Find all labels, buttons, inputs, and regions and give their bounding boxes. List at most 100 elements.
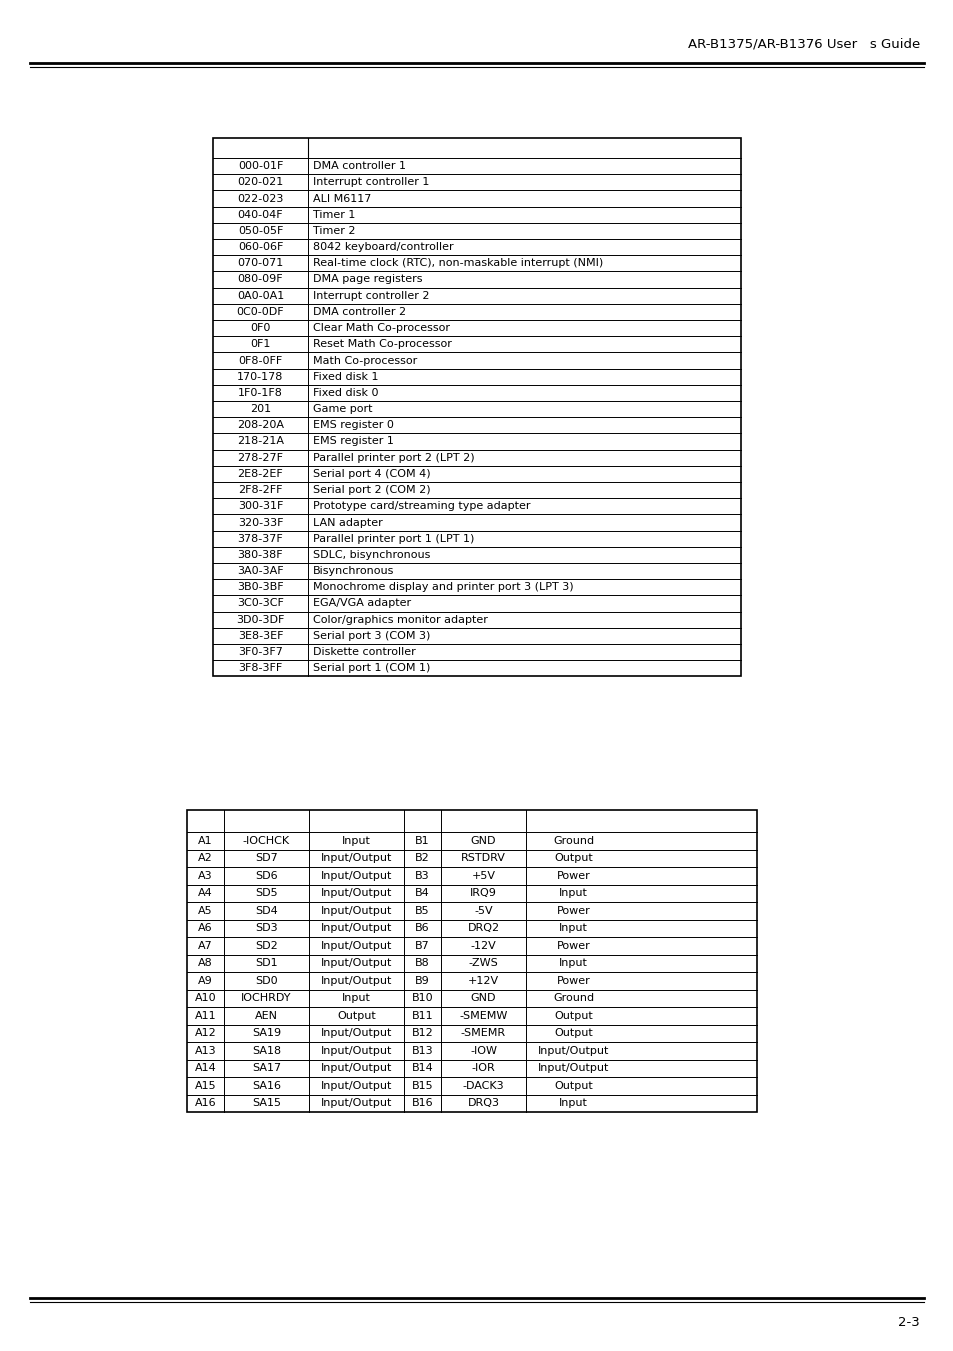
- Text: Input/Output: Input/Output: [320, 854, 392, 863]
- Text: Input/Output: Input/Output: [320, 923, 392, 934]
- Text: SD6: SD6: [254, 871, 277, 881]
- Text: SDLC, bisynchronous: SDLC, bisynchronous: [313, 550, 430, 559]
- Text: DRQ3: DRQ3: [467, 1098, 499, 1108]
- Text: 380-38F: 380-38F: [237, 550, 283, 559]
- Text: Input: Input: [558, 888, 587, 898]
- Text: 050-05F: 050-05F: [237, 226, 283, 236]
- Text: SA18: SA18: [252, 1046, 281, 1055]
- Text: Input: Input: [342, 993, 371, 1004]
- Text: 0A0-0A1: 0A0-0A1: [236, 290, 284, 301]
- Text: SD7: SD7: [254, 854, 277, 863]
- Text: B14: B14: [411, 1063, 433, 1073]
- Text: 218-21A: 218-21A: [236, 436, 284, 446]
- Text: SD1: SD1: [254, 958, 277, 969]
- Text: SD5: SD5: [254, 888, 277, 898]
- Text: Input: Input: [558, 958, 587, 969]
- Text: -IOR: -IOR: [471, 1063, 495, 1073]
- Text: Real-time clock (RTC), non-maskable interrupt (NMI): Real-time clock (RTC), non-maskable inte…: [313, 258, 602, 269]
- Text: B1: B1: [415, 836, 430, 846]
- Text: Input/Output: Input/Output: [320, 871, 392, 881]
- Text: 1F0-1F8: 1F0-1F8: [238, 388, 283, 399]
- Text: B10: B10: [412, 993, 433, 1004]
- Text: IRQ9: IRQ9: [470, 888, 497, 898]
- Text: Input/Output: Input/Output: [320, 958, 392, 969]
- Text: -IOCHCK: -IOCHCK: [243, 836, 290, 846]
- Text: 020-021: 020-021: [237, 177, 283, 188]
- Text: +12V: +12V: [468, 975, 498, 986]
- Text: Output: Output: [554, 1081, 592, 1090]
- Text: A8: A8: [198, 958, 213, 969]
- Text: SD4: SD4: [254, 905, 277, 916]
- Text: Timer 2: Timer 2: [313, 226, 355, 236]
- Text: 3F0-3F7: 3F0-3F7: [238, 647, 283, 657]
- Text: Timer 1: Timer 1: [313, 209, 355, 220]
- Text: B4: B4: [415, 888, 430, 898]
- Text: 022-023: 022-023: [237, 193, 283, 204]
- Text: -ZWS: -ZWS: [468, 958, 497, 969]
- Text: Input/Output: Input/Output: [320, 1063, 392, 1073]
- Text: A10: A10: [194, 993, 216, 1004]
- Text: B7: B7: [415, 940, 430, 951]
- Text: Parallel printer port 1 (LPT 1): Parallel printer port 1 (LPT 1): [313, 534, 474, 543]
- Text: SD3: SD3: [254, 923, 277, 934]
- Text: 000-01F: 000-01F: [237, 161, 283, 172]
- Text: IOCHRDY: IOCHRDY: [241, 993, 292, 1004]
- Text: 060-06F: 060-06F: [237, 242, 283, 253]
- Text: Input/Output: Input/Output: [537, 1046, 609, 1055]
- Text: SA17: SA17: [252, 1063, 281, 1073]
- Text: B2: B2: [415, 854, 430, 863]
- Text: -5V: -5V: [474, 905, 493, 916]
- Text: Fixed disk 0: Fixed disk 0: [313, 388, 378, 399]
- Text: 0F8-0FF: 0F8-0FF: [238, 355, 282, 366]
- Text: A12: A12: [194, 1028, 216, 1039]
- Text: SD2: SD2: [254, 940, 277, 951]
- Text: B15: B15: [412, 1081, 433, 1090]
- Text: -DACK3: -DACK3: [462, 1081, 504, 1090]
- Text: SA15: SA15: [252, 1098, 281, 1108]
- Text: -12V: -12V: [470, 940, 496, 951]
- Text: EMS register 0: EMS register 0: [313, 420, 394, 431]
- Text: LAN adapter: LAN adapter: [313, 517, 382, 527]
- Text: 8042 keyboard/controller: 8042 keyboard/controller: [313, 242, 453, 253]
- Text: A3: A3: [198, 871, 213, 881]
- Text: Input/Output: Input/Output: [537, 1063, 609, 1073]
- Text: B9: B9: [415, 975, 430, 986]
- Text: Ground: Ground: [553, 836, 594, 846]
- Text: 3C0-3CF: 3C0-3CF: [236, 598, 284, 608]
- Text: Output: Output: [554, 1028, 592, 1039]
- Text: Power: Power: [556, 871, 590, 881]
- Text: 320-33F: 320-33F: [237, 517, 283, 527]
- Text: Serial port 1 (COM 1): Serial port 1 (COM 1): [313, 663, 430, 673]
- Text: -SMEMW: -SMEMW: [458, 1011, 507, 1021]
- Text: EMS register 1: EMS register 1: [313, 436, 394, 446]
- Text: A2: A2: [198, 854, 213, 863]
- Text: B12: B12: [411, 1028, 433, 1039]
- Text: B6: B6: [415, 923, 430, 934]
- Text: Reset Math Co-processor: Reset Math Co-processor: [313, 339, 452, 350]
- Text: B16: B16: [412, 1098, 433, 1108]
- Text: DRQ2: DRQ2: [467, 923, 499, 934]
- Text: +5V: +5V: [471, 871, 495, 881]
- Text: RSTDRV: RSTDRV: [460, 854, 505, 863]
- Text: Input: Input: [558, 1098, 587, 1108]
- Text: B11: B11: [412, 1011, 433, 1021]
- Text: 300-31F: 300-31F: [237, 501, 283, 511]
- Text: Input/Output: Input/Output: [320, 940, 392, 951]
- Text: DMA controller 1: DMA controller 1: [313, 161, 406, 172]
- Text: Fixed disk 1: Fixed disk 1: [313, 372, 378, 382]
- Text: Input/Output: Input/Output: [320, 1028, 392, 1039]
- Text: Serial port 4 (COM 4): Serial port 4 (COM 4): [313, 469, 430, 478]
- Text: 0F0: 0F0: [250, 323, 271, 334]
- Text: 3B0-3BF: 3B0-3BF: [237, 582, 283, 592]
- Text: Serial port 2 (COM 2): Serial port 2 (COM 2): [313, 485, 430, 494]
- Text: A5: A5: [198, 905, 213, 916]
- Text: Input/Output: Input/Output: [320, 975, 392, 986]
- Text: Output: Output: [336, 1011, 375, 1021]
- Text: Power: Power: [556, 940, 590, 951]
- Text: Input/Output: Input/Output: [320, 1081, 392, 1090]
- Text: Interrupt controller 1: Interrupt controller 1: [313, 177, 429, 188]
- Text: 070-071: 070-071: [237, 258, 283, 269]
- Text: 040-04F: 040-04F: [237, 209, 283, 220]
- Text: A1: A1: [198, 836, 213, 846]
- Text: Clear Math Co-processor: Clear Math Co-processor: [313, 323, 450, 334]
